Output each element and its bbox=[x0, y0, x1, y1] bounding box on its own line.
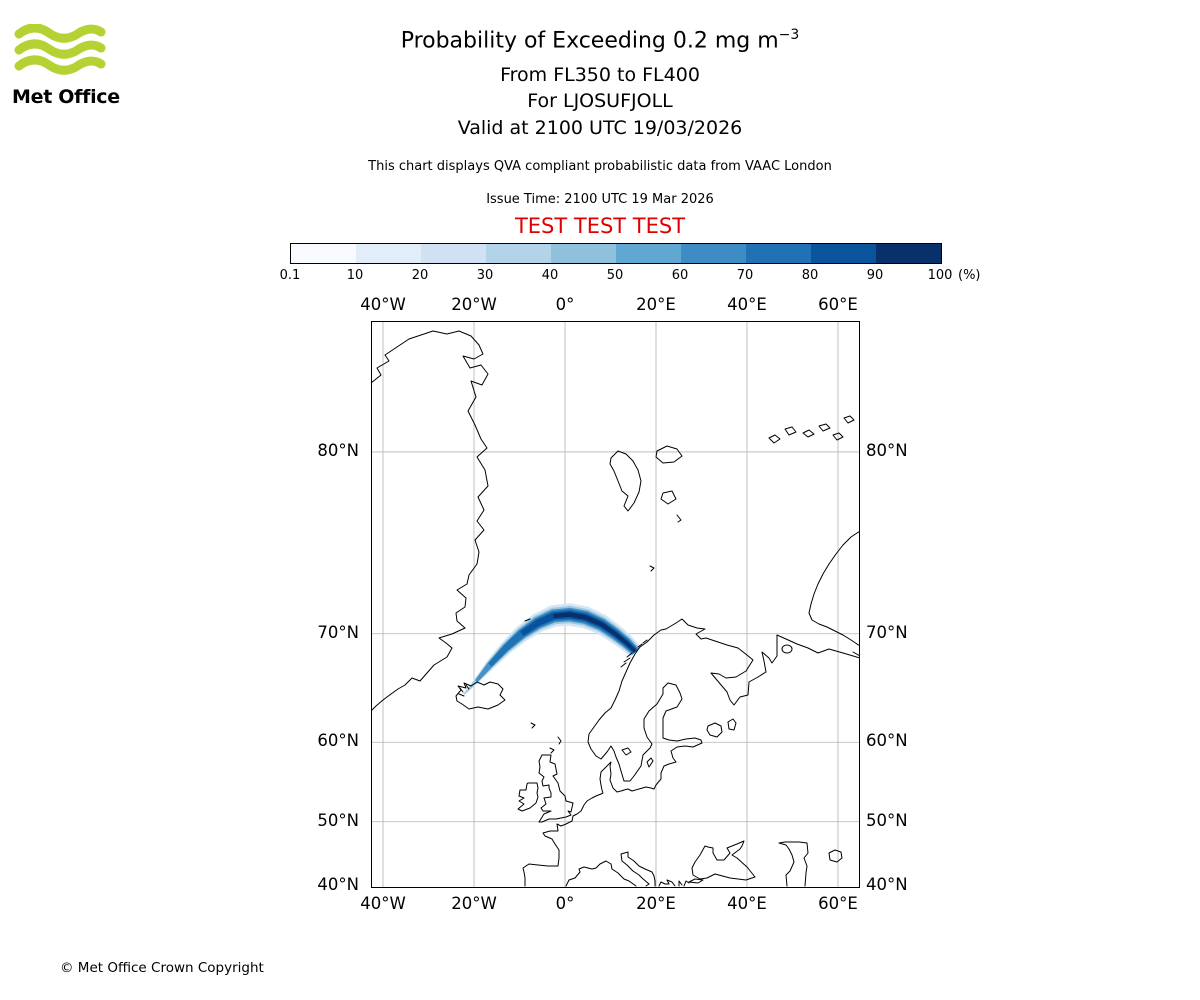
colorbar-tick-label: 40 bbox=[541, 268, 559, 283]
subtitle-valid-time: Valid at 2100 UTC 19/03/2026 bbox=[457, 117, 743, 139]
colorbar-segment bbox=[746, 244, 811, 263]
colorbar-tick-label: 20 bbox=[411, 268, 429, 283]
colorbar-tick-label: 60 bbox=[671, 268, 689, 283]
test-banner: TEST TEST TEST bbox=[514, 214, 686, 238]
colorbar-segment bbox=[616, 244, 681, 263]
chart-title-main: Probability of Exceeding 0.2 mg m bbox=[400, 28, 779, 54]
lon-label-bottom: 20°W bbox=[451, 894, 497, 913]
lon-label-top: 0° bbox=[555, 295, 575, 314]
colorbar-tick-label: 0.1 bbox=[279, 268, 301, 283]
lat-label-right: 60°N bbox=[866, 731, 908, 751]
colorbar-gradient bbox=[290, 243, 942, 264]
colorbar-segment bbox=[421, 244, 486, 263]
lat-label-left: 40°N bbox=[317, 875, 359, 894]
probability-colorbar: 0.1 10 20 30 40 50 60 70 80 90 100 (%) bbox=[280, 243, 1050, 289]
coastline-baltic-islands-lakes bbox=[621, 718, 737, 768]
lat-label-right: 40°N bbox=[866, 875, 908, 894]
colorbar-tick-labels: 0.1 10 20 30 40 50 60 70 80 90 100 bbox=[280, 268, 953, 284]
lat-label-right: 70°N bbox=[866, 622, 908, 642]
lat-label-left: 70°N bbox=[317, 622, 359, 642]
lon-label-bottom: 0° bbox=[555, 894, 575, 913]
map-border bbox=[371, 321, 860, 888]
subtitle-volcano: For LJOSUFJOLL bbox=[527, 90, 673, 112]
coastline-adriatic bbox=[620, 851, 656, 887]
coastline-great-britain bbox=[538, 754, 574, 823]
coastline-small-islands bbox=[524, 618, 562, 754]
lat-label-right: 50°N bbox=[866, 810, 908, 830]
chart-title: Probability of Exceeding 0.2 mg m−3 bbox=[14, 27, 1186, 53]
lon-label-top: 40°E bbox=[727, 295, 767, 314]
lat-label-left: 60°N bbox=[317, 731, 359, 751]
coastline-caspian-aral bbox=[778, 841, 843, 887]
colorbar-tick-label: 30 bbox=[476, 268, 494, 283]
coastline-franz-josef-land bbox=[768, 415, 855, 444]
chart-title-exponent: −3 bbox=[778, 27, 800, 43]
lon-label-bottom: 40°W bbox=[360, 894, 406, 913]
lon-label-top: 40°W bbox=[360, 295, 406, 314]
colorbar-tick-label: 70 bbox=[736, 268, 754, 283]
colorbar-segment bbox=[291, 244, 356, 263]
map-plot bbox=[371, 321, 860, 888]
subtitle-flight-levels: From FL350 to FL400 bbox=[500, 64, 700, 86]
coastline-iceland bbox=[455, 681, 506, 710]
coastline-marmara bbox=[688, 878, 704, 884]
map-gridlines bbox=[372, 322, 859, 887]
lon-label-top: 20°W bbox=[451, 295, 497, 314]
lon-label-top: 20°E bbox=[636, 295, 676, 314]
ash-plume bbox=[463, 603, 641, 695]
lon-label-bottom: 20°E bbox=[636, 894, 676, 913]
coastline-svalbard bbox=[609, 445, 683, 572]
colorbar-unit-label: (%) bbox=[958, 268, 981, 283]
coastline-novaya-zemlya bbox=[781, 530, 860, 657]
lat-label-left: 80°N bbox=[317, 440, 359, 460]
issue-time: Issue Time: 2100 UTC 19 Mar 2026 bbox=[486, 192, 714, 207]
lat-label-right: 80°N bbox=[866, 440, 908, 460]
colorbar-tick-label: 90 bbox=[866, 268, 884, 283]
qva-note: This chart displays QVA compliant probab… bbox=[368, 159, 832, 174]
colorbar-segment bbox=[551, 244, 616, 263]
lon-label-bottom: 60°E bbox=[818, 894, 858, 913]
coastline-ireland bbox=[517, 782, 539, 812]
colorbar-segment bbox=[356, 244, 421, 263]
copyright-notice: © Met Office Crown Copyright bbox=[60, 960, 264, 976]
colorbar-segment bbox=[486, 244, 551, 263]
colorbar-tick-label: 10 bbox=[346, 268, 364, 283]
coastlines bbox=[371, 330, 860, 887]
lon-label-bottom: 40°E bbox=[727, 894, 767, 913]
met-office-logo-text: Met Office bbox=[12, 86, 120, 108]
lat-label-left: 50°N bbox=[317, 810, 359, 830]
coastline-black-sea bbox=[691, 840, 756, 881]
lon-label-top: 60°E bbox=[818, 295, 858, 314]
ash-plume-band bbox=[553, 612, 637, 653]
colorbar-tick-label: 50 bbox=[606, 268, 624, 283]
coastline-greenland bbox=[371, 330, 489, 712]
coastline-aegean-stubs bbox=[658, 879, 690, 887]
colorbar-segment bbox=[811, 244, 876, 263]
colorbar-tick-label: 100 bbox=[927, 268, 953, 283]
coastline-eurasia-mainland bbox=[522, 618, 860, 887]
coastline-lofoten-islands bbox=[620, 639, 648, 668]
met-office-logo-waves-icon bbox=[14, 24, 106, 75]
coastline-mediterranean-west bbox=[565, 860, 637, 887]
colorbar-segment bbox=[876, 244, 941, 263]
colorbar-segment bbox=[681, 244, 746, 263]
colorbar-tick-label: 80 bbox=[801, 268, 819, 283]
